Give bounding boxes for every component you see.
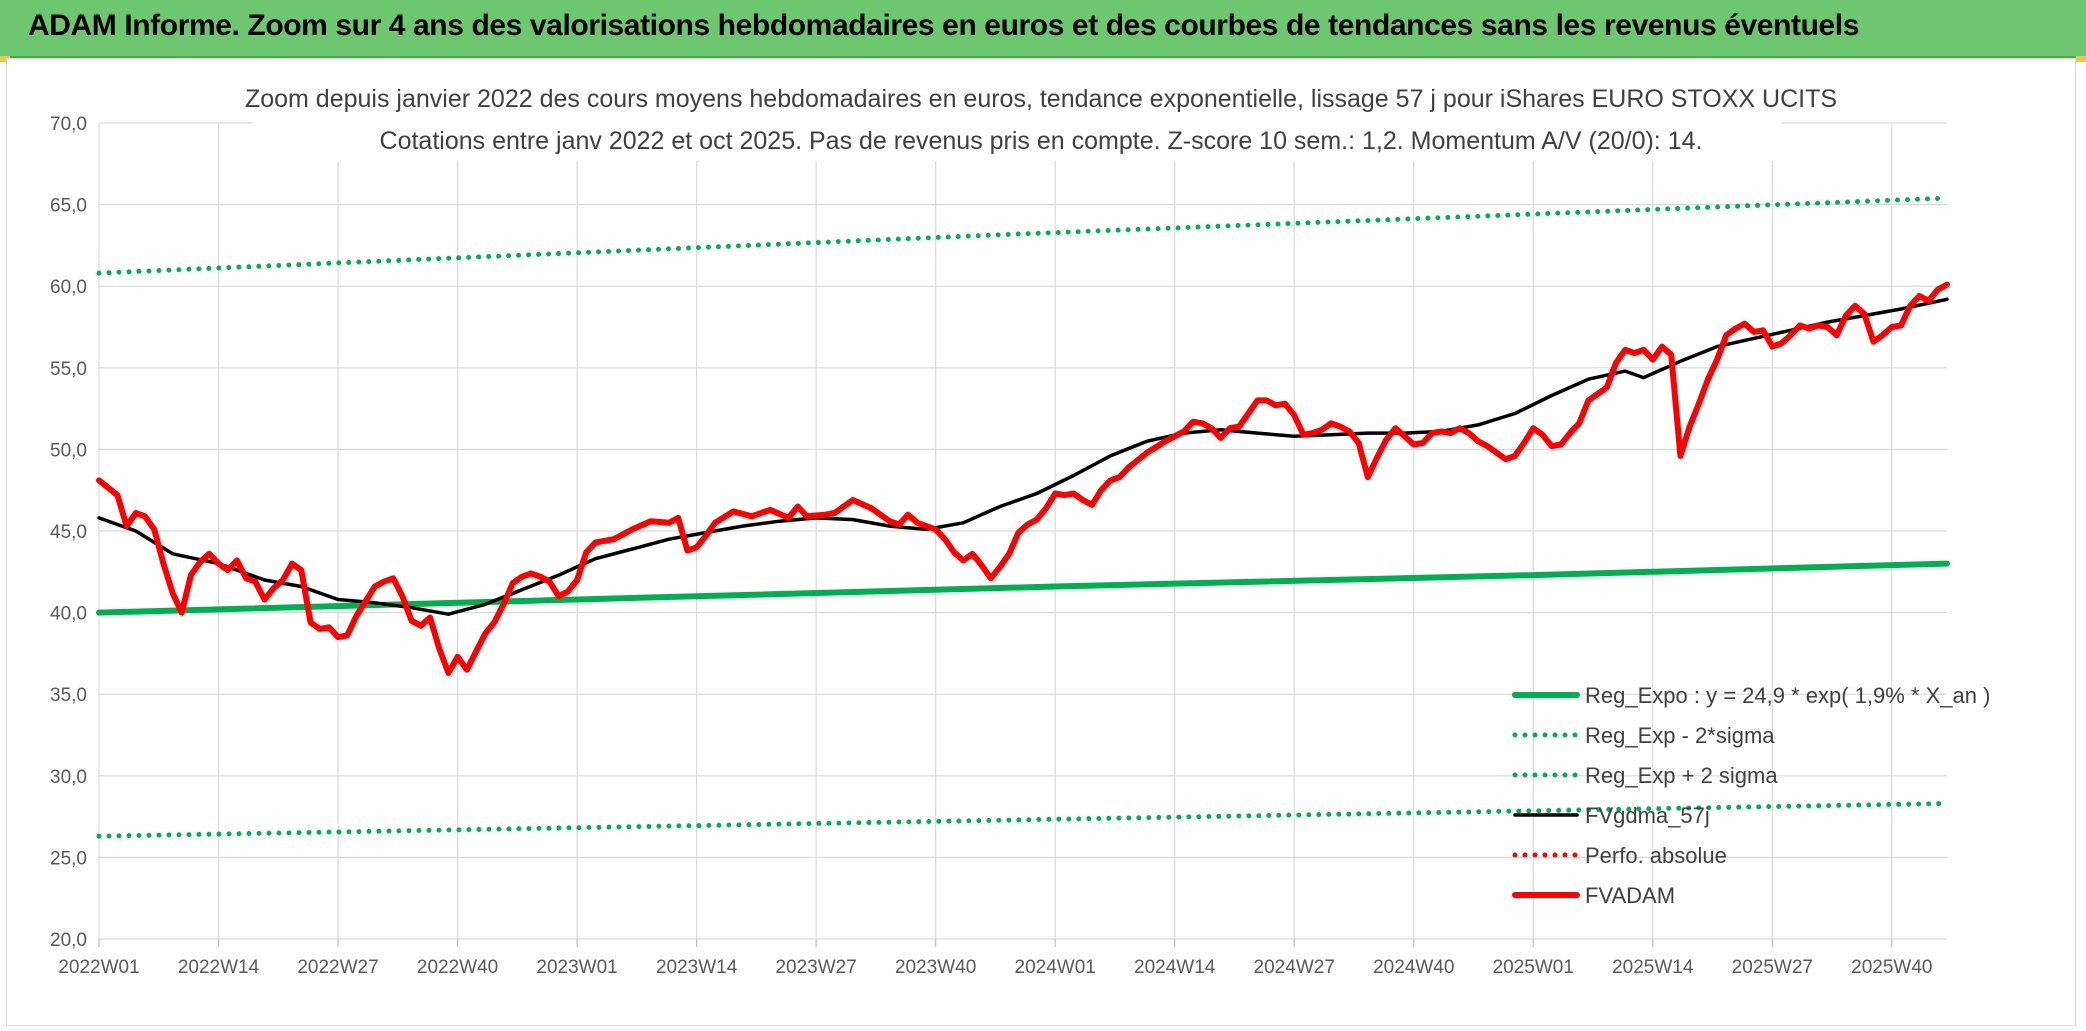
- x-tick-label: 2022W14: [178, 957, 260, 978]
- x-tick-label: 2025W01: [1493, 957, 1574, 978]
- x-tick-label: 2024W40: [1373, 957, 1454, 978]
- page-title: ADAM Informe. Zoom sur 4 ans des valoris…: [28, 9, 1860, 42]
- x-tick-label: 2025W14: [1612, 957, 1694, 978]
- series-line-reg-exp-2-sigma: [96, 801, 1950, 839]
- legend-label: Perfo. absolue: [1585, 843, 1727, 868]
- series-line-reg-exp-2-sigma: [96, 195, 1950, 276]
- header-banner: ADAM Informe. Zoom sur 4 ans des valoris…: [0, 0, 2086, 58]
- series-line-fvadam: [96, 281, 1950, 676]
- legend-label: FVgdma_57j: [1585, 803, 1710, 828]
- line-chart: 20,0 25,0 30,0 35,0 40,0 45,0 50,0 55,0 60,0 65,0…: [50, 79, 1990, 978]
- y-tick-label: 20,0: [50, 930, 87, 951]
- y-tick-label: 25,0: [50, 848, 87, 869]
- y-tick-label: 45,0: [50, 522, 87, 543]
- series-group: [96, 195, 1950, 839]
- legend-label: Reg_Exp + 2 sigma: [1585, 763, 1778, 788]
- y-tick-label: 55,0: [50, 359, 87, 380]
- x-tick-label: 2023W27: [775, 957, 856, 978]
- legend-label: FVADAM: [1585, 883, 1675, 908]
- y-tick-label: 60,0: [50, 277, 87, 298]
- y-tick-label: 30,0: [50, 767, 87, 788]
- x-tick-label: 2023W40: [895, 957, 976, 978]
- y-tick-label: 65,0: [50, 196, 87, 217]
- x-tick-label: 2023W14: [656, 957, 738, 978]
- y-tick-label: 35,0: [50, 685, 87, 706]
- x-tick-label: 2025W27: [1732, 957, 1813, 978]
- y-axis-ticks: 20,0 25,0 30,0 35,0 40,0 45,0 50,0 55,0 60,0 65,0…: [50, 114, 87, 951]
- chart-title-background: [252, 79, 1782, 161]
- x-tick-label: 2023W01: [536, 957, 617, 978]
- y-tick-label: 40,0: [50, 604, 87, 625]
- chart-frame: 20,0 25,0 30,0 35,0 40,0 45,0 50,0 55,0 60,0 65,0…: [6, 58, 2076, 1026]
- x-tick-label: 2024W01: [1015, 957, 1096, 978]
- x-axis-ticks: 2022W01 2022W14 2022W27 2022W40 2023W01 2023W…: [58, 939, 1933, 978]
- x-tick-label: 2022W01: [58, 957, 139, 978]
- y-tick-label: 50,0: [50, 440, 87, 461]
- chart-title-line-2: Cotations entre janv 2022 et oct 2025. P…: [380, 127, 1703, 155]
- x-tick-label: 2024W27: [1254, 957, 1335, 978]
- chart-title-group: Zoom depuis janvier 2022 des cours moyen…: [245, 79, 1837, 161]
- legend-label: Reg_Expo : y = 24,9 * exp( 1,9% * X_an ): [1585, 683, 1990, 708]
- chart-title-line-1: Zoom depuis janvier 2022 des cours moyen…: [245, 85, 1837, 113]
- x-tick-label: 2025W40: [1851, 957, 1932, 978]
- y-tick-label: 70,0: [50, 114, 87, 135]
- legend: Reg_Expo : y = 24,9 * exp( 1,9% * X_an )…: [1512, 683, 1990, 908]
- x-tick-label: 2022W27: [297, 957, 378, 978]
- series-line-reg-expo-y-24-9-exp-1-9-x-an: [96, 560, 1950, 616]
- x-tick-label: 2022W40: [417, 957, 498, 978]
- series-line-fvgdma-57j: [97, 297, 1949, 616]
- legend-label: Reg_Exp - 2*sigma: [1585, 723, 1775, 748]
- corner-accent-left: [0, 56, 10, 62]
- x-tick-label: 2024W14: [1134, 957, 1216, 978]
- corner-accent-right: [2076, 56, 2086, 62]
